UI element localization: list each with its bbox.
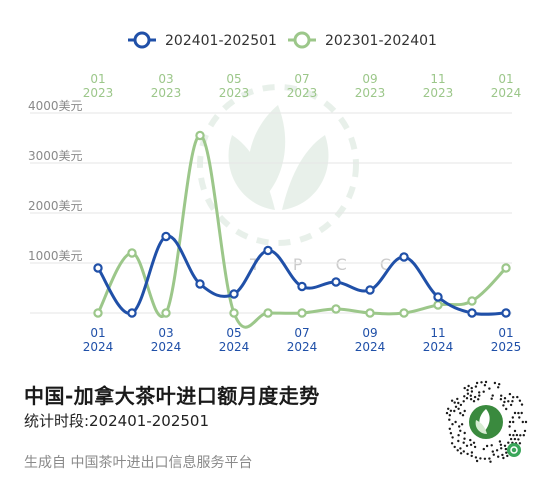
series-202301-202401-point — [263, 308, 273, 318]
top-axis-year-label: 2023 — [83, 86, 114, 100]
top-axis-month-label: 09 — [362, 72, 377, 86]
legend-item-202301-202401[interactable]: 202301-202401 — [288, 31, 437, 49]
y-tick-label: 1000美元 — [28, 249, 83, 263]
chart-footer-title: 中国-加拿大茶叶进口额月度走势 — [24, 384, 320, 408]
legend-swatch-marker — [133, 31, 151, 49]
top-axis-month-label: 07 — [294, 72, 309, 86]
series-202401-202501-point — [331, 277, 341, 287]
bottom-axis-month-label: 11 — [430, 326, 445, 340]
series-202301-202401-point — [399, 308, 409, 318]
series-202301-202401-point — [127, 248, 137, 258]
top-axis-year-label: 2023 — [287, 86, 318, 100]
legend-label: 202401-202501 — [165, 33, 277, 49]
series-202401-202501-point — [229, 289, 239, 299]
top-axis-month-label: 01 — [498, 72, 513, 86]
y-tick-label: 3000美元 — [28, 149, 83, 163]
top-axis-month-label: 05 — [226, 72, 241, 86]
line-chart: T P C C 1000美元2000美元3000美元4000美元01202403… — [28, 31, 522, 354]
bottom-axis-month-label: 05 — [226, 326, 241, 340]
top-axis-year-label: 2023 — [219, 86, 250, 100]
bottom-axis-month-label: 01 — [90, 326, 105, 340]
bottom-axis-year-label: 2025 — [491, 340, 522, 354]
series-202301-202401-point — [331, 304, 341, 314]
series-202301-202401-point — [93, 308, 103, 318]
series-202301-202401-point — [161, 308, 171, 318]
bottom-axis-year-label: 2024 — [423, 340, 454, 354]
series-202301-202401-point — [229, 308, 239, 318]
bottom-axis-month-label: 07 — [294, 326, 309, 340]
top-axis-month-label: 11 — [430, 72, 445, 86]
data-source-note: 生成自 中国茶叶进出口信息服务平台 — [24, 455, 253, 471]
series-202401-202501-point — [263, 245, 273, 256]
y-tick-label: 2000美元 — [28, 199, 83, 213]
top-axis-year-label: 2023 — [423, 86, 454, 100]
legend-swatch-marker — [293, 31, 311, 49]
series-202401-202501-line — [96, 234, 508, 316]
series-202301-202401-point — [365, 308, 375, 318]
statistics-period: 统计时段:202401-202501 — [24, 412, 209, 430]
series-202401-202501-point — [161, 231, 171, 242]
series-202401-202501-point — [365, 285, 375, 295]
series-202401-202501-point — [93, 263, 103, 273]
series-202401-202501-point — [297, 281, 307, 292]
legend-label: 202301-202401 — [325, 33, 437, 49]
series-202301-202401-point — [467, 296, 477, 306]
top-axis-year-label: 2023 — [151, 86, 182, 100]
watermark-text: T P C C — [249, 255, 405, 274]
bottom-axis-year-label: 2024 — [219, 340, 250, 354]
top-axis-year-label: 2024 — [491, 86, 522, 100]
watermark-logo — [197, 84, 359, 246]
series-202401-202501-point — [501, 308, 511, 318]
bottom-axis-year-label: 2024 — [151, 340, 182, 354]
series-202301-202401-point — [433, 300, 443, 310]
y-tick-label: 4000美元 — [28, 99, 83, 113]
top-axis-year-label: 2023 — [355, 86, 386, 100]
series-202401-202501-point — [399, 252, 409, 262]
top-axis-month-label: 03 — [158, 72, 173, 86]
series-202401-202501-point — [127, 308, 137, 318]
mini-program-qr-code[interactable] — [440, 376, 532, 468]
series-202401-202501-point — [195, 279, 205, 289]
legend-item-202401-202501[interactable]: 202401-202501 — [128, 31, 277, 49]
bottom-axis-month-label: 09 — [362, 326, 377, 340]
bottom-axis-year-label: 2024 — [287, 340, 318, 354]
bottom-axis-month-label: 01 — [498, 326, 513, 340]
series-202401-202501-point — [433, 292, 443, 302]
bottom-axis-year-label: 2024 — [83, 340, 114, 354]
series-202301-202401-point — [501, 263, 511, 273]
series-202301-202401-point — [297, 308, 307, 318]
series-202301-202401-point — [195, 130, 205, 141]
top-axis-month-label: 01 — [90, 72, 105, 86]
series-202401-202501-point — [467, 308, 477, 318]
bottom-axis-year-label: 2024 — [355, 340, 386, 354]
bottom-axis-month-label: 03 — [158, 326, 173, 340]
